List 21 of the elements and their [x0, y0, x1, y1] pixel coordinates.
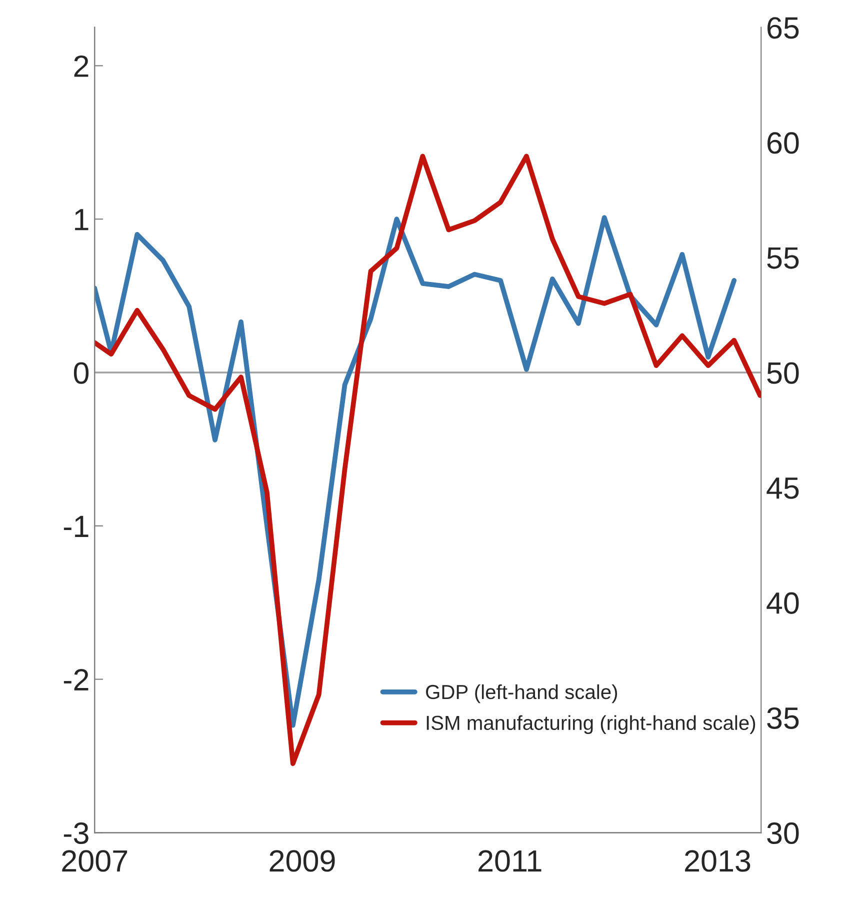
y-tick-label: -2: [64, 669, 88, 690]
y-tick-label: 1: [75, 209, 88, 230]
y2-tick-label: 40: [766, 592, 799, 614]
y2-tick-label: 35: [767, 707, 799, 729]
x-tick-label: 2009: [270, 850, 335, 872]
y2-tick-label: 30: [767, 822, 799, 844]
legend-label: GDP (left-hand scale): [426, 684, 618, 704]
y-tick-label: 2: [74, 55, 88, 77]
y2-tick-label: 65: [768, 17, 799, 39]
y2-tick-label: 45: [766, 478, 799, 499]
x-tick-label: 2007: [62, 850, 128, 872]
y2-tick-label: 50: [767, 362, 799, 384]
line-series: [94, 154, 762, 766]
y-tick-label: 0: [74, 362, 89, 384]
x-tick-label: 2013: [685, 850, 750, 872]
x-tick-label: 2011: [478, 850, 542, 872]
legend-label: ISM manufacturing (right-hand scale): [426, 715, 756, 734]
y2-tick-label: 60: [768, 132, 799, 154]
y-tick-label: -3: [64, 822, 88, 844]
y2-tick-label: 55: [767, 247, 799, 269]
y-tick-label: -1: [64, 516, 88, 537]
